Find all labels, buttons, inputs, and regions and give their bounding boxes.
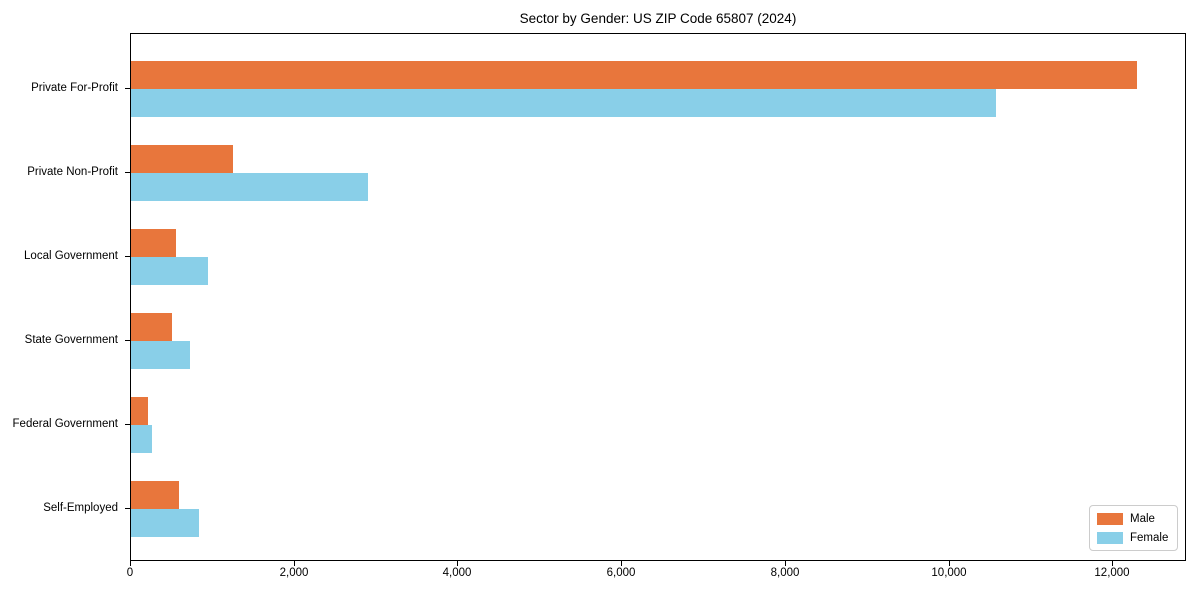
- xtick-mark: [130, 561, 132, 566]
- bar-male-local-government: [131, 229, 176, 257]
- bar-male-state-government: [131, 313, 172, 341]
- bar-male-self-employed: [131, 481, 179, 509]
- ytick-label-self-employed: Self-Employed: [43, 502, 118, 514]
- bar-male-federal-government: [131, 397, 148, 425]
- xtick-mark: [785, 561, 787, 566]
- bar-female-federal-government: [131, 425, 152, 453]
- bar-male-private-for-profit: [131, 61, 1137, 89]
- bar-female-private-non-profit: [131, 173, 368, 201]
- ytick-mark: [125, 88, 130, 90]
- legend-label-male: Male: [1130, 512, 1155, 525]
- ytick-mark: [125, 340, 130, 342]
- plot-area: [130, 33, 1186, 561]
- legend-entry-male: Male: [1097, 511, 1170, 526]
- ytick-mark: [125, 256, 130, 258]
- bar-female-local-government: [131, 257, 208, 285]
- xtick-mark: [1112, 561, 1114, 566]
- ytick-label-private-non-profit: Private Non-Profit: [27, 166, 118, 178]
- xtick-label-8-000: 8,000: [770, 567, 800, 579]
- xtick-label-12-000: 12,000: [1094, 567, 1130, 579]
- ytick-label-state-government: State Government: [24, 334, 118, 346]
- xtick-label-0: 0: [126, 567, 134, 579]
- ytick-label-federal-government: Federal Government: [12, 418, 118, 430]
- ytick-label-private-for-profit: Private For-Profit: [31, 82, 118, 94]
- ytick-mark: [125, 172, 130, 174]
- ytick-mark: [125, 424, 130, 426]
- ytick-label-local-government: Local Government: [24, 250, 118, 262]
- legend-swatch-female: [1097, 531, 1123, 544]
- xtick-label-4-000: 4,000: [442, 567, 472, 579]
- xtick-label-2-000: 2,000: [279, 567, 309, 579]
- xtick-mark: [457, 561, 459, 566]
- ytick-mark: [125, 508, 130, 510]
- xtick-label-10-000: 10,000: [931, 567, 967, 579]
- legend: Male Female: [1089, 505, 1178, 551]
- chart-title: Sector by Gender: US ZIP Code 65807 (202…: [519, 11, 797, 26]
- legend-entry-female: Female: [1097, 530, 1170, 545]
- xtick-mark: [621, 561, 623, 566]
- xtick-mark: [294, 561, 296, 566]
- legend-swatch-male: [1097, 512, 1123, 525]
- bar-male-private-non-profit: [131, 145, 233, 173]
- xtick-mark: [949, 561, 951, 566]
- bar-female-private-for-profit: [131, 89, 996, 117]
- xtick-label-6-000: 6,000: [606, 567, 636, 579]
- bar-female-self-employed: [131, 509, 199, 537]
- legend-label-female: Female: [1130, 531, 1169, 544]
- bar-female-state-government: [131, 341, 190, 369]
